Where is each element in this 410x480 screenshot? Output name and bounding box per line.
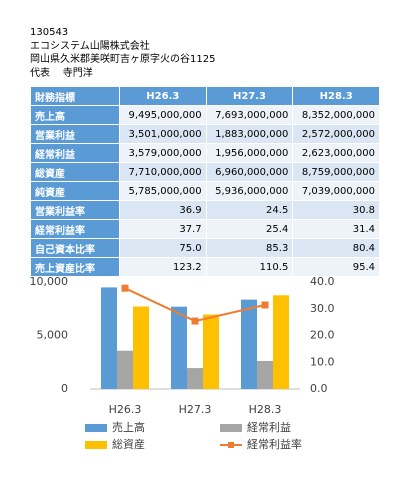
cell: 1,883,000,000 — [205, 124, 294, 144]
y-tick-label: 5,000 — [37, 329, 69, 342]
y-tick-label: 0 — [61, 382, 68, 395]
cell: 25.4 — [205, 219, 294, 239]
column-header: H28.3 — [292, 86, 380, 106]
bar — [171, 306, 187, 389]
cell: 36.9 — [119, 200, 207, 220]
cell: 75.0 — [119, 238, 207, 258]
table-row: 自己資本比率 75.0 85.3 80.4 — [30, 238, 380, 258]
cell: 123.2 — [119, 257, 207, 277]
row-label: 売上高 — [30, 105, 120, 125]
bar — [117, 350, 133, 389]
legend-marker — [228, 442, 234, 448]
table-row: 経常利益率 37.7 25.4 31.4 — [30, 219, 380, 239]
cell: 37.7 — [119, 219, 207, 239]
table-row: 経常利益 3,579,000,000 1,956,000,000 2,623,000,… — [30, 143, 380, 163]
chart: 0 5,000 10,000 0.0 10.0 20.0 30.0 40.0 H26.3 H27.… — [30, 275, 335, 451]
cell: 3,579,000,000 — [119, 143, 207, 163]
row-label: 営業利益率 — [30, 200, 120, 220]
code: 130543 — [30, 27, 69, 38]
header: 130543 エコシステム山陽株式会社 岡山県久米郡美咲町吉ヶ原字火の谷1125… — [30, 26, 215, 80]
column-header: H27.3 — [205, 86, 294, 106]
financial-table: 財務指標 H26.3 H27.3 H28.3 売上高 9,495,000,000 7,693… — [30, 86, 380, 277]
row-label: 経常利益 — [30, 143, 120, 163]
cell: 2,572,000,000 — [292, 124, 380, 144]
legend-label: 経常利益 — [247, 420, 291, 434]
company: エコシステム山陽株式会社 — [30, 40, 150, 52]
row-label: 営業利益 — [30, 124, 120, 144]
cell: 24.5 — [205, 200, 294, 220]
bar — [273, 295, 289, 389]
cell: 8,759,000,000 — [292, 162, 380, 182]
y-tick-label: 10,000 — [30, 275, 69, 288]
cell: 7,710,000,000 — [119, 162, 207, 182]
bar — [101, 287, 117, 389]
legend-swatch — [85, 424, 107, 432]
y2-tick-label: 20.0 — [310, 329, 335, 342]
column-header: H26.3 — [119, 86, 207, 106]
cell: 2,623,000,000 — [292, 143, 380, 163]
cell: 8,352,000,000 — [292, 105, 380, 125]
legend-swatch — [85, 441, 107, 449]
x-tick-label: H26.3 — [109, 403, 142, 416]
bar — [203, 314, 219, 389]
x-tick-label: H27.3 — [179, 403, 212, 416]
table-row: 営業利益率 36.9 24.5 30.8 — [30, 200, 380, 220]
row-label: 総資産 — [30, 162, 120, 182]
marker — [191, 317, 199, 325]
cell: 31.4 — [292, 219, 380, 239]
legend-swatch — [220, 424, 242, 432]
marker — [121, 284, 129, 292]
cell: 7,039,000,000 — [292, 181, 380, 201]
x-tick-label: H28.3 — [249, 403, 282, 416]
bar — [241, 299, 257, 389]
row-label: 経常利益率 — [30, 219, 120, 239]
cell: 5,785,000,000 — [119, 181, 207, 201]
role: 代表 — [30, 67, 50, 79]
bar — [133, 306, 149, 389]
cell: 6,960,000,000 — [205, 162, 294, 182]
legend-label: 売上高 — [112, 420, 145, 434]
table-row: 総資産 7,710,000,000 6,960,000,000 8,759,000,0… — [30, 162, 380, 182]
y2-tick-label: 30.0 — [310, 302, 335, 315]
bar — [187, 368, 203, 389]
table-row: 営業利益 3,501,000,000 1,883,000,000 2,572,000,… — [30, 124, 380, 144]
bar — [257, 360, 273, 389]
cell: 95.4 — [292, 257, 380, 277]
marker — [261, 301, 269, 309]
cell: 80.4 — [292, 238, 380, 258]
y2-tick-label: 0.0 — [310, 382, 328, 395]
cell: 5,936,000,000 — [205, 181, 294, 201]
table-row: 純資産 5,785,000,000 5,936,000,000 7,039,000,0… — [30, 181, 380, 201]
cell: 85.3 — [205, 238, 294, 258]
table-row: 売上資産比率 123.2 110.5 95.4 — [30, 257, 380, 277]
cell: 7,693,000,000 — [205, 105, 294, 125]
row-label: 自己資本比率 — [30, 238, 120, 258]
cell: 1,956,000,000 — [205, 143, 294, 163]
address: 岡山県久米郡美咲町吉ヶ原字火の谷1125 — [30, 54, 216, 65]
y2-tick-label: 40.0 — [310, 275, 335, 288]
legend-label: 経常利益率 — [247, 437, 302, 451]
cell: 3,501,000,000 — [119, 124, 207, 144]
column-header: 財務指標 — [30, 86, 120, 106]
cell: 110.5 — [205, 257, 294, 277]
legend-label: 総資産 — [112, 437, 145, 451]
y2-tick-label: 10.0 — [310, 355, 335, 368]
representative: 代表 寺門洋 — [30, 67, 215, 81]
cell: 9,495,000,000 — [119, 105, 207, 125]
cell: 30.8 — [292, 200, 380, 220]
header-row: 財務指標 H26.3 H27.3 H28.3 — [30, 86, 380, 106]
row-label: 純資産 — [30, 181, 120, 201]
row-label: 売上資産比率 — [30, 257, 120, 277]
table-row: 売上高 9,495,000,000 7,693,000,000 8,352,000,0… — [30, 105, 380, 125]
rep-name: 寺門洋 — [62, 67, 93, 79]
